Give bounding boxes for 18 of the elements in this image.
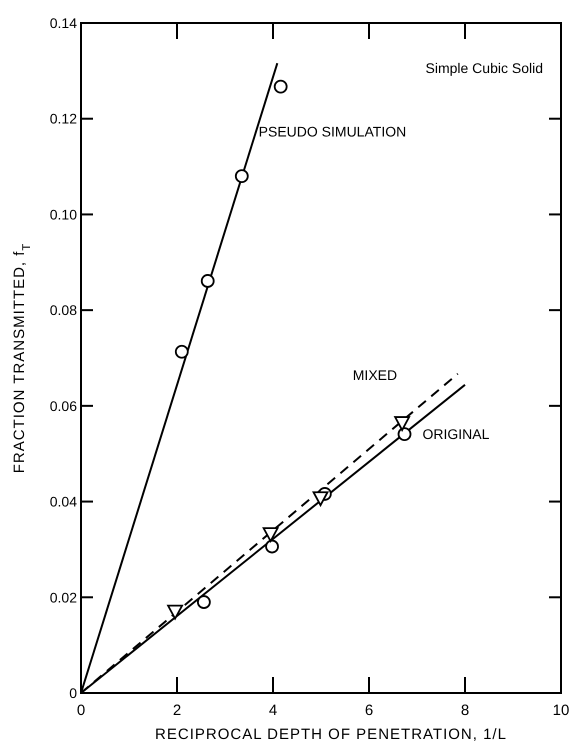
y-tick-label: 0 [69, 685, 78, 701]
text: PSEUDO SIMULATION [258, 124, 406, 140]
y-tick-label: 0.04 [50, 494, 78, 510]
y-tick-label: 0.10 [50, 206, 78, 222]
x-tick-label: 10 [552, 702, 570, 719]
y-tick-label: 0.12 [50, 110, 78, 127]
x-tick-label: 6 [364, 702, 374, 719]
x-tick-label: 2 [172, 702, 182, 719]
text: MIXED [352, 367, 398, 384]
x-tick-label: 8 [460, 702, 470, 719]
annotation: Simple Cubic Solid [426, 60, 543, 76]
x-axis-title: RECIPROCAL DEPTH OF PENETRATION, 1/L [155, 726, 507, 743]
y-tick-label: 0.02 [50, 589, 78, 606]
y-tick-label: 0.14 [50, 15, 78, 31]
y-tick-label: 0.08 [50, 302, 78, 318]
x-tick-label: 4 [268, 702, 278, 719]
series-label: ORIGINAL [422, 426, 490, 442]
y-tick-label: 0.06 [50, 398, 78, 414]
